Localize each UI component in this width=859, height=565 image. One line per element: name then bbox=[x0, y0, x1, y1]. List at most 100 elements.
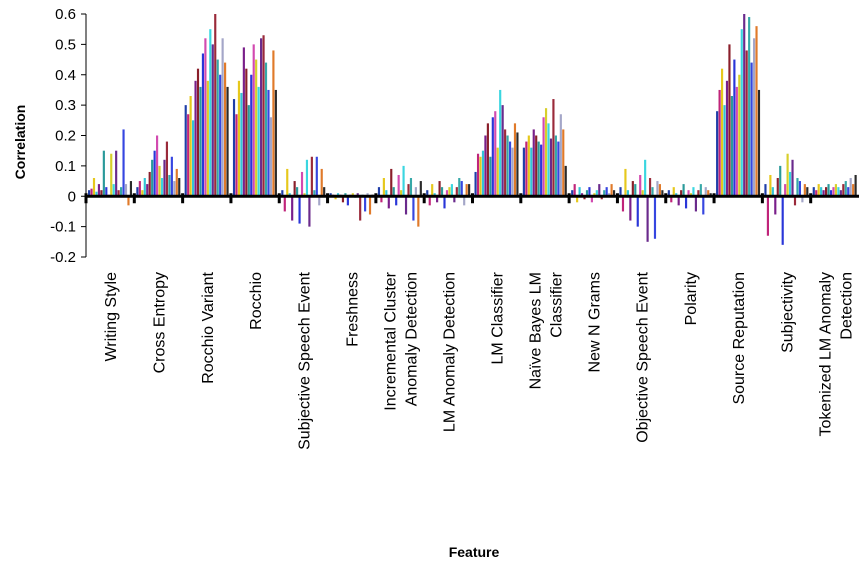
bar-objective-speech-event-8 bbox=[636, 196, 639, 227]
bar-source-reputation-14 bbox=[748, 17, 751, 197]
bar-source-reputation-2 bbox=[718, 89, 721, 197]
bar-naive-bayes-lm-classifier-3 bbox=[527, 135, 530, 197]
bar-rocchio-variant-10 bbox=[206, 80, 209, 197]
bar-writing-style-4 bbox=[95, 191, 98, 197]
bar-writing-style-2 bbox=[90, 188, 93, 197]
bar-subjectivity-17 bbox=[803, 184, 806, 197]
bar-freshness-7 bbox=[344, 193, 347, 197]
bar-lm-classifier-17 bbox=[513, 123, 517, 197]
bar-new-n-grams-6 bbox=[583, 196, 586, 200]
bar-tokenized-lm-anomaly-detection-18 bbox=[854, 174, 857, 197]
bar-tokenized-lm-anomaly-detection-9 bbox=[832, 187, 835, 197]
bar-freshness-13 bbox=[359, 196, 362, 221]
x-tick-polarity bbox=[664, 193, 668, 204]
bar-lm-anomaly-detection-13 bbox=[455, 187, 458, 197]
bar-subjective-speech-event-17 bbox=[320, 168, 323, 197]
bar-incremental-cluster-anomaly-detection-3 bbox=[382, 178, 385, 197]
bar-rocchio-11 bbox=[257, 86, 260, 197]
bar-source-reputation-17 bbox=[755, 26, 758, 197]
category-label-lm-anomaly-detection: LM Anomaly Detection bbox=[441, 272, 458, 432]
category-label-cross-entropy: Cross Entropy bbox=[151, 272, 168, 373]
bar-lm-classifier-8 bbox=[491, 117, 494, 197]
bar-rocchio-variant-14 bbox=[216, 59, 219, 197]
bar-new-n-grams-15 bbox=[605, 187, 608, 197]
bar-lm-anomaly-detection-5 bbox=[436, 196, 439, 203]
bar-subjectivity-7 bbox=[779, 165, 782, 197]
category-label-naive-bayes-lm-classifier-line-1: Naïve Bayes LM bbox=[527, 272, 544, 389]
bar-polarity-4 bbox=[675, 193, 678, 197]
x-tick-lm-classifier bbox=[471, 193, 474, 204]
bars-layer bbox=[88, 14, 857, 245]
bar-subjective-speech-event-11 bbox=[305, 159, 309, 197]
x-tick-naive-bayes-lm-classifier bbox=[519, 193, 523, 204]
y-tick-label: -0.1 bbox=[50, 219, 76, 236]
bar-subjective-speech-event-14 bbox=[313, 190, 316, 197]
category-label-subjective-speech-event: Subjective Speech Event bbox=[296, 271, 313, 449]
bar-writing-style-17 bbox=[127, 196, 130, 206]
bar-writing-style-5 bbox=[97, 184, 101, 197]
bar-freshness-16 bbox=[366, 193, 369, 197]
bar-new-n-grams-1 bbox=[571, 190, 574, 197]
bar-rocchio-16 bbox=[269, 117, 273, 197]
bar-subjective-speech-event-18 bbox=[323, 187, 326, 197]
bar-polarity-15 bbox=[702, 196, 705, 215]
bar-lm-classifier-5 bbox=[484, 135, 487, 197]
bar-cross-entropy-3 bbox=[141, 190, 144, 197]
bar-rocchio-variant-13 bbox=[214, 14, 217, 197]
bar-rocchio-5 bbox=[242, 47, 245, 197]
bar-source-reputation-6 bbox=[728, 44, 731, 197]
bar-tokenized-lm-anomaly-detection-1 bbox=[812, 187, 815, 197]
bar-lm-classifier-15 bbox=[508, 141, 512, 197]
bar-subjective-speech-event-1 bbox=[281, 190, 284, 197]
bar-subjectivity-8 bbox=[781, 196, 784, 245]
bar-naive-bayes-lm-classifier-9 bbox=[542, 117, 545, 197]
bar-incremental-cluster-anomaly-detection-4 bbox=[385, 190, 388, 197]
bar-naive-bayes-lm-classifier-6 bbox=[535, 135, 538, 197]
bar-objective-speech-event-18 bbox=[661, 190, 664, 197]
bar-objective-speech-event-9 bbox=[639, 174, 642, 197]
x-tick-subjectivity bbox=[760, 193, 764, 204]
bar-lm-anomaly-detection-16 bbox=[463, 196, 466, 206]
bar-subjectivity-4 bbox=[771, 187, 774, 197]
bar-rocchio-6 bbox=[245, 68, 248, 197]
category-label-incremental-cluster-anomaly-detection-line-2: Anomaly Detection bbox=[404, 272, 421, 406]
bar-writing-style-8 bbox=[105, 187, 108, 197]
bar-polarity-16 bbox=[704, 187, 707, 197]
bar-naive-bayes-lm-classifier-7 bbox=[537, 141, 540, 197]
category-label-lm-classifier: LM Classifier bbox=[490, 271, 507, 364]
category-label-tokenized-lm-anomaly-detection-line-1: Tokenized LM Anomaly bbox=[817, 272, 834, 437]
bar-polarity-14 bbox=[699, 184, 702, 197]
bar-freshness-4 bbox=[336, 193, 340, 197]
bar-source-reputation-16 bbox=[752, 38, 756, 197]
bar-rocchio-1 bbox=[232, 99, 236, 197]
bar-writing-style-15 bbox=[122, 129, 125, 197]
bar-polarity-3 bbox=[672, 187, 675, 197]
bar-lm-anomaly-detection-14 bbox=[458, 178, 461, 197]
bar-new-n-grams-11 bbox=[595, 190, 598, 197]
bar-lm-anomaly-detection-15 bbox=[460, 181, 463, 197]
bar-rocchio-10 bbox=[255, 59, 258, 197]
bar-lm-classifier-4 bbox=[481, 150, 485, 197]
bar-objective-speech-event-6 bbox=[631, 181, 634, 197]
bar-new-n-grams-9 bbox=[590, 196, 593, 203]
bar-lm-anomaly-detection-11 bbox=[450, 184, 453, 197]
bar-incremental-cluster-anomaly-detection-6 bbox=[390, 168, 393, 197]
bar-incremental-cluster-anomaly-detection-9 bbox=[397, 174, 400, 197]
y-tick-label: 0.3 bbox=[55, 97, 76, 114]
bar-new-n-grams-4 bbox=[578, 187, 581, 197]
bar-subjective-speech-event-3 bbox=[286, 168, 289, 197]
bar-new-n-grams-13 bbox=[600, 196, 603, 200]
bar-writing-style-6 bbox=[100, 190, 103, 197]
bar-writing-style-3 bbox=[92, 178, 96, 197]
bar-cross-entropy-12 bbox=[163, 159, 166, 197]
bar-subjective-speech-event-8 bbox=[298, 196, 301, 224]
bar-source-reputation-11 bbox=[740, 29, 743, 197]
bar-subjectivity-18 bbox=[806, 187, 809, 197]
bar-rocchio-variant-15 bbox=[219, 74, 222, 197]
x-tick-lm-anomaly-detection bbox=[422, 193, 426, 204]
bar-objective-speech-event-16 bbox=[656, 181, 659, 197]
x-tick-incremental-cluster-anomaly-detection bbox=[374, 193, 378, 204]
bar-lm-classifier-9 bbox=[494, 111, 497, 197]
y-tick-label: 0.5 bbox=[55, 36, 76, 53]
